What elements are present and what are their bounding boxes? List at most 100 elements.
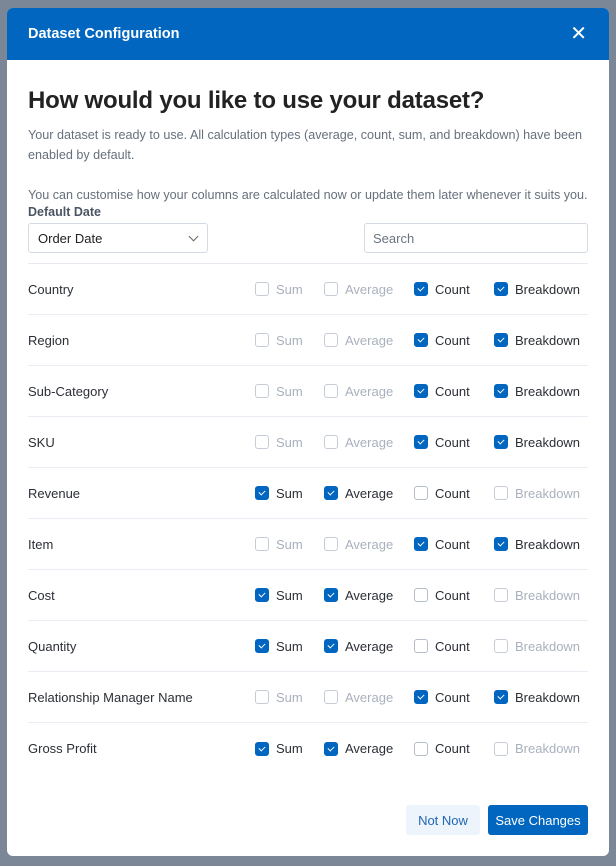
average-option[interactable]: Average	[324, 486, 393, 501]
sum-checkbox[interactable]	[255, 282, 269, 296]
sum-option[interactable]: Sum	[255, 282, 303, 297]
count-checkbox[interactable]	[414, 486, 428, 500]
average-checkbox[interactable]	[324, 435, 338, 449]
breakdown-checkbox[interactable]	[494, 639, 508, 653]
average-checkbox[interactable]	[324, 282, 338, 296]
count-option[interactable]: Count	[414, 384, 470, 399]
sum-checkbox[interactable]	[255, 639, 269, 653]
sum-checkbox[interactable]	[255, 486, 269, 500]
count-option[interactable]: Count	[414, 690, 470, 705]
count-checkbox[interactable]	[414, 588, 428, 602]
average-checkbox[interactable]	[324, 333, 338, 347]
average-checkbox[interactable]	[324, 639, 338, 653]
sum-checkbox[interactable]	[255, 588, 269, 602]
sum-checkbox[interactable]	[255, 333, 269, 347]
average-option[interactable]: Average	[324, 588, 393, 603]
column-name: Quantity	[28, 638, 77, 654]
breakdown-checkbox[interactable]	[494, 333, 508, 347]
count-checkbox[interactable]	[414, 333, 428, 347]
breakdown-checkbox[interactable]	[494, 690, 508, 704]
count-option[interactable]: Count	[414, 537, 470, 552]
breakdown-checkbox[interactable]	[494, 384, 508, 398]
breakdown-option[interactable]: Breakdown	[494, 741, 580, 756]
table-row: Region Sum Average Count Breakdown	[28, 315, 588, 366]
sum-checkbox[interactable]	[255, 384, 269, 398]
breakdown-option[interactable]: Breakdown	[494, 639, 580, 654]
count-checkbox[interactable]	[414, 435, 428, 449]
breakdown-option[interactable]: Breakdown	[494, 486, 580, 501]
sum-option[interactable]: Sum	[255, 333, 303, 348]
sum-option[interactable]: Sum	[255, 639, 303, 654]
option-label: Count	[435, 485, 470, 501]
average-option[interactable]: Average	[324, 282, 393, 297]
breakdown-option[interactable]: Breakdown	[494, 537, 580, 552]
sum-option[interactable]: Sum	[255, 588, 303, 603]
default-date-select[interactable]: Order Date	[28, 223, 208, 253]
average-option[interactable]: Average	[324, 333, 393, 348]
close-icon[interactable]: ✕	[570, 23, 587, 45]
average-option[interactable]: Average	[324, 435, 393, 450]
save-changes-button[interactable]: Save Changes	[488, 805, 588, 835]
option-label: Count	[435, 587, 470, 603]
count-checkbox[interactable]	[414, 384, 428, 398]
not-now-button[interactable]: Not Now	[406, 805, 480, 835]
option-label: Breakdown	[515, 689, 581, 705]
average-checkbox[interactable]	[324, 537, 338, 551]
average-option[interactable]: Average	[324, 537, 393, 552]
breakdown-checkbox[interactable]	[494, 741, 508, 756]
sum-option[interactable]: Sum	[255, 486, 303, 501]
sum-option[interactable]: Sum	[255, 435, 303, 450]
count-checkbox[interactable]	[414, 537, 428, 551]
count-option[interactable]: Count	[414, 486, 470, 501]
breakdown-checkbox[interactable]	[494, 435, 508, 449]
column-list: Country Sum Average Count Breakdown Region Sum…	[28, 264, 588, 774]
breakdown-checkbox[interactable]	[494, 282, 508, 296]
sum-checkbox[interactable]	[255, 690, 269, 704]
sum-option[interactable]: Sum	[255, 741, 303, 756]
count-option[interactable]: Count	[414, 639, 470, 654]
sum-checkbox[interactable]	[255, 435, 269, 449]
breakdown-checkbox[interactable]	[494, 588, 508, 602]
table-row: Sub-Category Sum Average Count Breakdown	[28, 366, 588, 417]
breakdown-option[interactable]: Breakdown	[494, 384, 580, 399]
breakdown-checkbox[interactable]	[494, 537, 508, 551]
sum-option[interactable]: Sum	[255, 537, 303, 552]
count-checkbox[interactable]	[414, 639, 428, 653]
option-label: Sum	[276, 536, 303, 552]
count-checkbox[interactable]	[414, 741, 428, 756]
option-label: Average	[345, 587, 394, 603]
count-option[interactable]: Count	[414, 435, 470, 450]
option-label: Breakdown	[515, 638, 581, 654]
average-checkbox[interactable]	[324, 741, 338, 756]
search-input[interactable]	[364, 223, 588, 253]
average-checkbox[interactable]	[324, 384, 338, 398]
count-option[interactable]: Count	[414, 333, 470, 348]
breakdown-option[interactable]: Breakdown	[494, 282, 580, 297]
table-row: Gross Profit Sum Average Count Breakdown	[28, 723, 588, 774]
breakdown-option[interactable]: Breakdown	[494, 690, 580, 705]
count-option[interactable]: Count	[414, 741, 470, 756]
sum-checkbox[interactable]	[255, 537, 269, 551]
breakdown-option[interactable]: Breakdown	[494, 333, 580, 348]
average-option[interactable]: Average	[324, 384, 393, 399]
column-name: Sub-Category	[28, 383, 109, 399]
average-checkbox[interactable]	[324, 588, 338, 602]
table-row: Quantity Sum Average Count Breakdown	[28, 621, 588, 672]
count-option[interactable]: Count	[414, 282, 470, 297]
count-checkbox[interactable]	[414, 690, 428, 704]
breakdown-option[interactable]: Breakdown	[494, 588, 580, 603]
default-date-value: Order Date	[38, 230, 103, 246]
count-checkbox[interactable]	[414, 282, 428, 296]
average-option[interactable]: Average	[324, 690, 393, 705]
option-label: Breakdown	[515, 434, 581, 450]
average-option[interactable]: Average	[324, 741, 393, 756]
breakdown-checkbox[interactable]	[494, 486, 508, 500]
sum-option[interactable]: Sum	[255, 384, 303, 399]
average-checkbox[interactable]	[324, 690, 338, 704]
breakdown-option[interactable]: Breakdown	[494, 435, 580, 450]
average-checkbox[interactable]	[324, 486, 338, 500]
count-option[interactable]: Count	[414, 588, 470, 603]
average-option[interactable]: Average	[324, 639, 393, 654]
sum-checkbox[interactable]	[255, 741, 269, 756]
sum-option[interactable]: Sum	[255, 690, 303, 705]
